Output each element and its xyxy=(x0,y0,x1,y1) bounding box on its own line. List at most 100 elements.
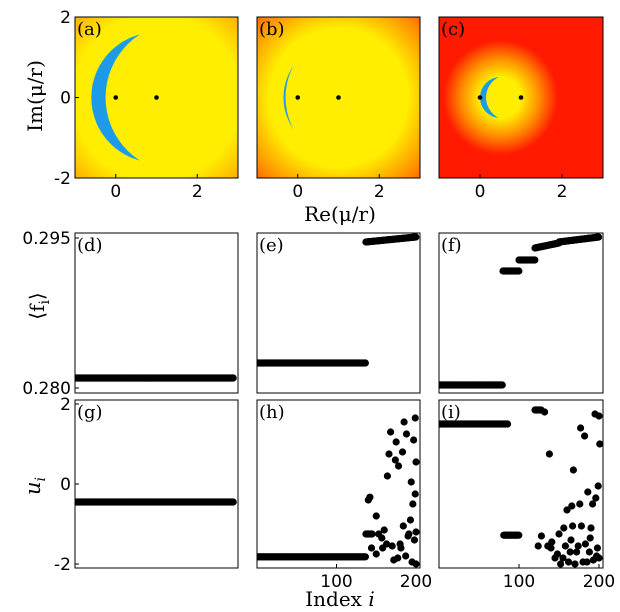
data-point xyxy=(566,548,574,556)
panel-label: (g) xyxy=(77,402,103,423)
data-point xyxy=(402,552,410,560)
data-point xyxy=(361,553,369,561)
scatter-field xyxy=(257,414,420,568)
data-point xyxy=(573,548,581,556)
mid-y-axis-label-sub: i xyxy=(37,300,53,305)
panel-b: (b) 0 2 xyxy=(256,16,421,202)
data-point xyxy=(576,500,584,508)
data-point xyxy=(592,494,600,502)
data-point xyxy=(383,472,391,480)
data-point xyxy=(569,466,578,474)
data-point xyxy=(595,412,603,420)
data-point xyxy=(378,534,386,542)
panel-a: (a) 0 2 2 0 -2 xyxy=(54,8,239,202)
data-point xyxy=(571,560,579,568)
mid-y-axis-label-end: ⟩ xyxy=(25,292,49,300)
data-point xyxy=(407,478,415,486)
scatter-field xyxy=(439,233,603,389)
scatter-field xyxy=(75,498,237,506)
panel-frame xyxy=(256,16,421,179)
data-point xyxy=(385,450,393,458)
data-point xyxy=(397,544,405,552)
top-y-axis-label: Im(μ/r) xyxy=(23,60,47,132)
data-point xyxy=(412,528,420,536)
data-point xyxy=(559,554,567,562)
data-point xyxy=(394,462,403,470)
panel-h: (h) 100 200 xyxy=(256,399,432,592)
y-tick-label: -2 xyxy=(54,169,71,189)
data-point xyxy=(392,438,400,446)
data-point xyxy=(534,542,542,550)
data-point xyxy=(557,560,565,568)
mid-y-axis-label-main: ⟨f xyxy=(25,303,49,320)
heatmap-field xyxy=(439,17,603,178)
y-tick-label: 0.295 xyxy=(22,229,71,249)
data-point xyxy=(581,540,590,548)
bot-y-axis-label-sub: i xyxy=(33,477,49,481)
panel-label: (f) xyxy=(441,235,462,256)
data-point xyxy=(503,420,512,428)
data-point xyxy=(498,381,506,389)
data-point xyxy=(565,558,573,566)
data-point xyxy=(561,542,570,550)
mid-y-axis-label: ⟨fi⟩ xyxy=(25,292,53,320)
data-point xyxy=(585,548,594,556)
y-tick-label: -2 xyxy=(54,555,71,575)
y-tick-label: 2 xyxy=(60,8,71,28)
scatter-field xyxy=(439,406,603,568)
x-tick-label: 200 xyxy=(583,572,615,592)
data-point xyxy=(391,456,399,464)
panel-frame xyxy=(256,232,421,394)
x-tick-label: 0 xyxy=(292,182,303,202)
data-point xyxy=(398,448,407,456)
panel-frame xyxy=(256,399,421,569)
data-point xyxy=(361,359,369,367)
y-tick-label: 0 xyxy=(60,475,71,495)
data-point xyxy=(545,450,554,458)
data-point xyxy=(560,524,568,532)
data-point xyxy=(553,550,562,558)
panel-frame xyxy=(74,232,239,394)
data-point xyxy=(399,522,407,530)
data-point xyxy=(405,530,413,538)
pole-marker xyxy=(295,95,301,100)
x-tick-label: 100 xyxy=(320,572,352,592)
data-point xyxy=(568,502,576,510)
bot-y-axis-label-main: u xyxy=(21,481,45,495)
data-point xyxy=(402,430,411,438)
data-point xyxy=(410,436,418,444)
y-tick-label: 0 xyxy=(60,89,71,109)
panel-frame xyxy=(74,399,239,569)
data-point xyxy=(577,522,586,530)
data-point xyxy=(589,500,597,508)
bot-x-axis-label: Index i xyxy=(305,587,374,611)
pole-marker xyxy=(336,95,341,100)
data-point xyxy=(400,418,408,426)
panel-label: (c) xyxy=(441,19,465,40)
panel-label: (a) xyxy=(77,19,102,40)
data-point xyxy=(388,542,396,550)
data-point xyxy=(581,432,589,440)
data-point xyxy=(593,544,602,552)
data-point xyxy=(368,530,376,538)
data-point xyxy=(583,558,591,566)
data-point xyxy=(412,458,420,466)
data-point xyxy=(229,374,237,382)
heatmap-field xyxy=(75,17,238,178)
data-point xyxy=(574,542,582,550)
data-point xyxy=(577,424,585,432)
data-point xyxy=(569,522,577,530)
data-point xyxy=(593,552,601,560)
data-point xyxy=(229,498,237,506)
panel-e: (e) xyxy=(256,232,421,394)
panel-frame xyxy=(438,232,604,394)
panel-label: (b) xyxy=(259,19,285,40)
panel-f: (f) xyxy=(438,232,604,394)
panel-label: (d) xyxy=(77,235,103,256)
panel-g: (g) 2 0 -2 xyxy=(54,395,239,575)
panel-c: (c) 0 2 xyxy=(438,16,604,202)
data-point xyxy=(586,534,594,542)
x-tick-label: 2 xyxy=(192,182,203,202)
data-point xyxy=(596,440,603,448)
